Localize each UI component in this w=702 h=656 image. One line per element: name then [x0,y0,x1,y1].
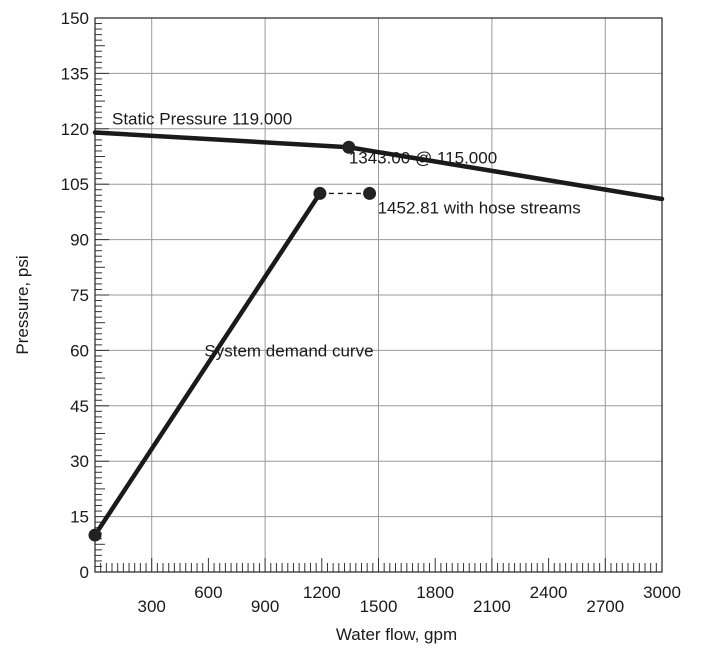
grid [95,17,663,572]
x-tick-label: 2700 [586,597,624,616]
y-tick-label: 0 [80,563,89,582]
annotation-label: System demand curve [204,341,373,360]
x-tick-label: 300 [138,597,166,616]
y-tick-label: 30 [70,452,89,471]
data-point [363,186,377,200]
annotation-label: 1452.81 with hose streams [378,198,581,217]
y-tick-label: 60 [70,341,89,360]
x-tick-labels: 300 600 900 1200 1500 1800 2100 2400 2700 3000 [138,583,681,616]
y-axis-label: Pressure, psi [13,255,32,354]
x-axis-label: Water flow, gpm [336,625,457,644]
x-tick-label: 2100 [473,597,511,616]
plot-frame [94,17,663,573]
y-tick-label: 135 [61,64,89,83]
y-tick-label: 90 [70,231,89,250]
y-tick-label: 105 [61,175,89,194]
minor-ticks [94,17,663,573]
x-tick-label: 1800 [416,583,454,602]
annotation-label: Static Pressure 119.000 [112,109,292,128]
x-tick-label: 1200 [303,583,341,602]
y-tick-label: 45 [70,397,89,416]
y-tick-label: 15 [70,508,89,527]
x-tick-label: 2400 [530,583,568,602]
x-tick-label: 1500 [360,597,398,616]
data-point [342,140,356,154]
y-tick-label: 150 [61,9,89,28]
annotations: Static Pressure 119.000 1343.00 @ 115.000… [112,109,581,360]
series-line-1 [92,191,323,538]
y-tick-label: 120 [61,120,89,139]
annotation-label: 1343.00 @ 115.000 [349,148,497,167]
x-tick-label: 600 [194,583,222,602]
y-tick-label: 75 [70,286,89,305]
x-tick-label: 3000 [643,583,681,602]
y-tick-labels: 0 15 30 45 60 75 90 105 120 135 150 [61,9,89,582]
data-point [313,186,327,200]
x-tick-label: 900 [251,597,279,616]
data-points [88,140,377,542]
data-point [88,528,102,542]
